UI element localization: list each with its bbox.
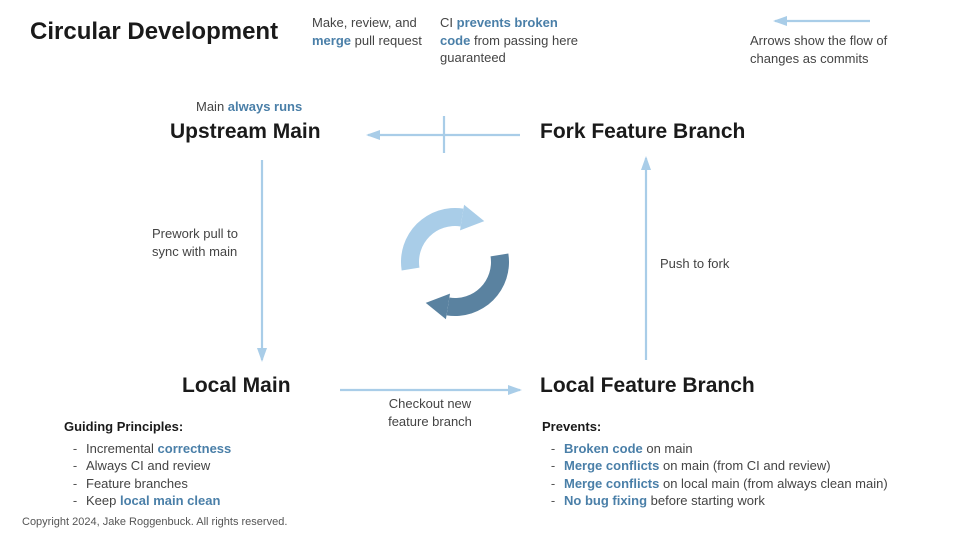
node-local-feature: Local Feature Branch [540, 374, 755, 398]
legend-text: Arrows show the flow of changes as commi… [750, 32, 940, 67]
edge-label-right: Push to fork [660, 255, 760, 273]
caption-ci: CI prevents broken code from passing her… [440, 14, 590, 67]
upstream-main-subcaption: Main always runs [196, 98, 302, 116]
edge-label-left: Prework pull to sync with main [152, 225, 257, 260]
cycle-icon [401, 205, 509, 320]
node-local-main: Local Main [182, 374, 291, 398]
list-item: Always CI and review [64, 457, 364, 475]
list-item: Merge conflicts on main (from CI and rev… [542, 457, 932, 475]
node-upstream-main: Upstream Main [170, 120, 321, 144]
page-title: Circular Development [30, 18, 278, 46]
list-item: No bug fixing before starting work [542, 492, 932, 510]
prevents-block: Prevents: Broken code on mainMerge confl… [542, 418, 932, 510]
list-item: Broken code on main [542, 440, 932, 458]
list-item: Feature branches [64, 475, 364, 493]
prevents-heading: Prevents: [542, 418, 932, 436]
list-item: Merge conflicts on local main (from alwa… [542, 475, 932, 493]
guiding-principles: Guiding Principles: Incremental correctn… [64, 418, 364, 510]
list-item: Incremental correctness [64, 440, 364, 458]
node-fork-feature: Fork Feature Branch [540, 120, 745, 144]
caption-merge: Make, review, and merge pull request [312, 14, 422, 49]
copyright: Copyright 2024, Jake Roggenbuck. All rig… [22, 516, 287, 528]
principles-heading: Guiding Principles: [64, 418, 364, 436]
list-item: Keep local main clean [64, 492, 364, 510]
edge-label-bottom: Checkout new feature branch [370, 395, 490, 430]
